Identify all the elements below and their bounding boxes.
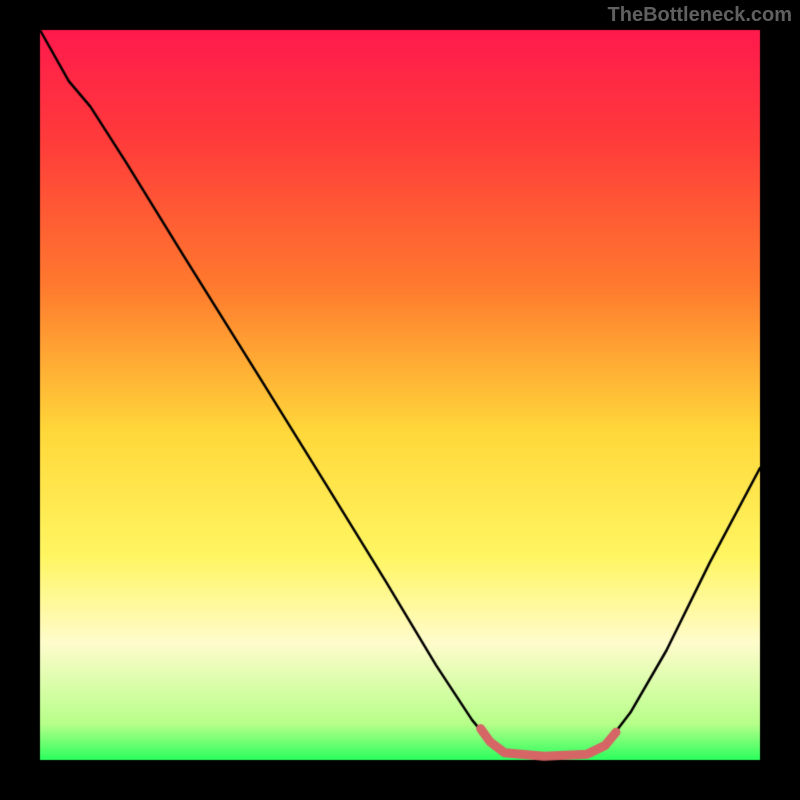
bottleneck-curve-chart [0,0,800,800]
watermark-text: TheBottleneck.com [608,4,792,27]
